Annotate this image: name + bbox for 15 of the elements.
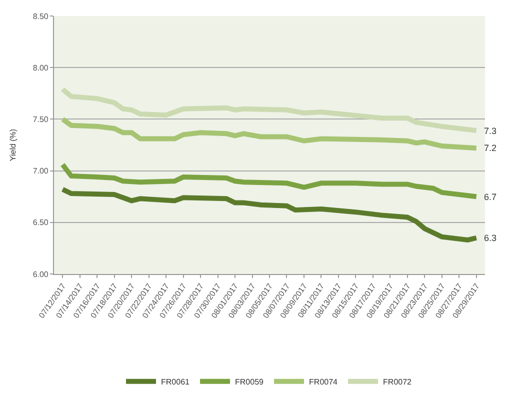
y-tick-label: 8.50 bbox=[32, 12, 49, 21]
y-tick-label: 6.50 bbox=[32, 218, 49, 228]
legend-label: FR0074 bbox=[309, 378, 338, 386]
annotation: 6.7 bbox=[484, 192, 497, 202]
y-tick-label: 7.00 bbox=[32, 166, 49, 176]
annotation: 7.3 bbox=[484, 126, 497, 136]
y-axis-title: Yield (%) bbox=[8, 128, 18, 162]
y-tick-label: 7.50 bbox=[32, 115, 49, 124]
y-tick-label: 6.00 bbox=[32, 270, 49, 279]
annotation: 7.2 bbox=[484, 143, 497, 153]
legend-label: FR0072 bbox=[383, 378, 412, 386]
legend-label: FR0061 bbox=[161, 378, 190, 386]
y-tick-label: 8.00 bbox=[32, 63, 49, 72]
legend-label: FR0059 bbox=[235, 378, 264, 386]
annotation: 6.3 bbox=[484, 233, 497, 243]
